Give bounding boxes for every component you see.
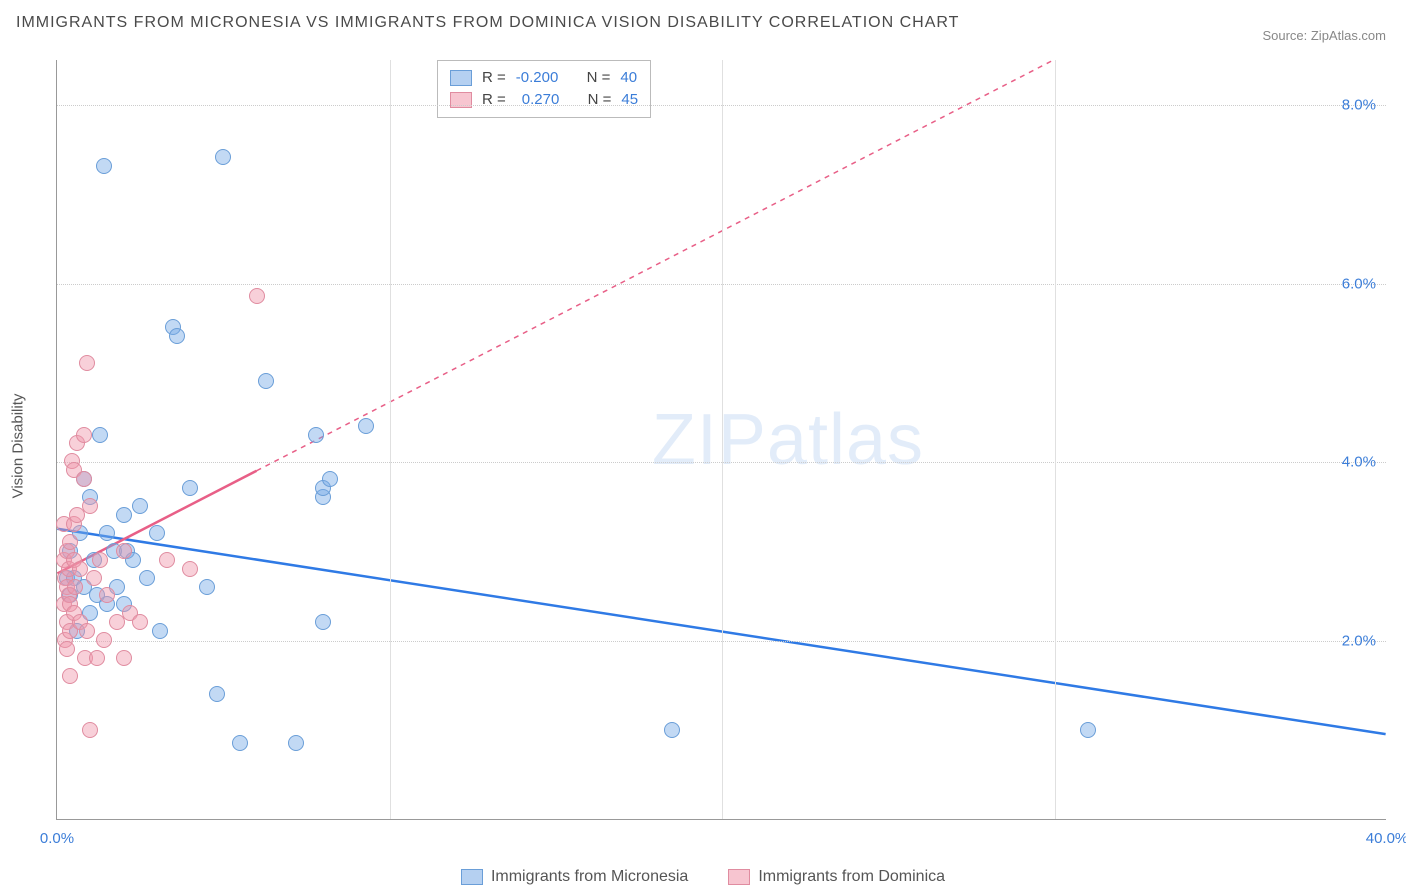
- scatter-point: [79, 355, 95, 371]
- scatter-point: [182, 561, 198, 577]
- y-tick-label: 4.0%: [1342, 454, 1376, 471]
- scatter-point: [152, 623, 168, 639]
- x-tick-label: 0.0%: [40, 830, 74, 847]
- n-value-micronesia: 40: [620, 67, 637, 89]
- watermark: ZIPatlas: [652, 399, 924, 481]
- scatter-point: [67, 579, 83, 595]
- gridline-v: [1055, 60, 1056, 819]
- scatter-point: [358, 418, 374, 434]
- r-value-micronesia: -0.200: [516, 67, 559, 89]
- scatter-point: [62, 534, 78, 550]
- scatter-point: [96, 632, 112, 648]
- scatter-point: [82, 498, 98, 514]
- swatch-pink-icon: [728, 869, 750, 885]
- scatter-point: [664, 722, 680, 738]
- scatter-point: [322, 471, 338, 487]
- scatter-point: [209, 686, 225, 702]
- y-axis-label: Vision Disability: [10, 394, 27, 499]
- gridline-v: [722, 60, 723, 819]
- n-value-dominica: 45: [621, 89, 638, 111]
- source-name: ZipAtlas.com: [1311, 28, 1386, 43]
- legend-row-dominica: R = 0.270 N = 45: [450, 89, 638, 111]
- scatter-point: [308, 427, 324, 443]
- legend-label-dominica: Immigrants from Dominica: [758, 868, 945, 886]
- series-legend: Immigrants from Micronesia Immigrants fr…: [0, 868, 1406, 886]
- scatter-point: [116, 507, 132, 523]
- scatter-point: [76, 427, 92, 443]
- legend-row-micronesia: R = -0.200 N = 40: [450, 67, 638, 89]
- scatter-point: [315, 614, 331, 630]
- watermark-part2: atlas: [767, 400, 924, 480]
- scatter-point: [96, 158, 112, 174]
- scatter-point: [82, 722, 98, 738]
- r-value-dominica: 0.270: [516, 89, 560, 111]
- scatter-point: [1080, 722, 1096, 738]
- scatter-point: [116, 650, 132, 666]
- y-tick-label: 8.0%: [1342, 96, 1376, 113]
- scatter-point: [288, 735, 304, 751]
- scatter-point: [92, 427, 108, 443]
- n-label: N =: [587, 67, 611, 89]
- scatter-point: [99, 525, 115, 541]
- trend-line-dashed: [257, 60, 1054, 471]
- plot-area: ZIPatlas R = -0.200 N = 40 R = 0.270 N =…: [56, 60, 1386, 820]
- r-label: R =: [482, 89, 506, 111]
- chart-title: IMMIGRANTS FROM MICRONESIA VS IMMIGRANTS…: [16, 14, 959, 32]
- scatter-point: [89, 650, 105, 666]
- scatter-point: [215, 149, 231, 165]
- y-tick-label: 2.0%: [1342, 633, 1376, 650]
- scatter-point: [139, 570, 155, 586]
- source-label: Source:: [1262, 28, 1310, 43]
- scatter-point: [232, 735, 248, 751]
- scatter-point: [159, 552, 175, 568]
- scatter-point: [99, 587, 115, 603]
- scatter-point: [149, 525, 165, 541]
- scatter-point: [62, 668, 78, 684]
- y-tick-label: 6.0%: [1342, 275, 1376, 292]
- scatter-point: [169, 328, 185, 344]
- correlation-legend: R = -0.200 N = 40 R = 0.270 N = 45: [437, 60, 651, 118]
- legend-item-dominica: Immigrants from Dominica: [728, 868, 945, 886]
- scatter-point: [182, 480, 198, 496]
- swatch-micronesia: [450, 70, 472, 86]
- legend-item-micronesia: Immigrants from Micronesia: [461, 868, 688, 886]
- source-attribution: Source: ZipAtlas.com: [1262, 28, 1386, 43]
- legend-label-micronesia: Immigrants from Micronesia: [491, 868, 688, 886]
- watermark-part1: ZIP: [652, 400, 767, 480]
- scatter-point: [59, 641, 75, 657]
- scatter-point: [249, 288, 265, 304]
- n-label: N =: [588, 89, 612, 111]
- x-tick-label: 40.0%: [1366, 830, 1406, 847]
- scatter-point: [132, 498, 148, 514]
- scatter-point: [92, 552, 108, 568]
- scatter-point: [86, 570, 102, 586]
- scatter-point: [79, 623, 95, 639]
- scatter-point: [258, 373, 274, 389]
- scatter-point: [132, 614, 148, 630]
- scatter-point: [116, 543, 132, 559]
- scatter-point: [199, 579, 215, 595]
- gridline-v: [390, 60, 391, 819]
- scatter-point: [76, 471, 92, 487]
- r-label: R =: [482, 67, 506, 89]
- swatch-blue-icon: [461, 869, 483, 885]
